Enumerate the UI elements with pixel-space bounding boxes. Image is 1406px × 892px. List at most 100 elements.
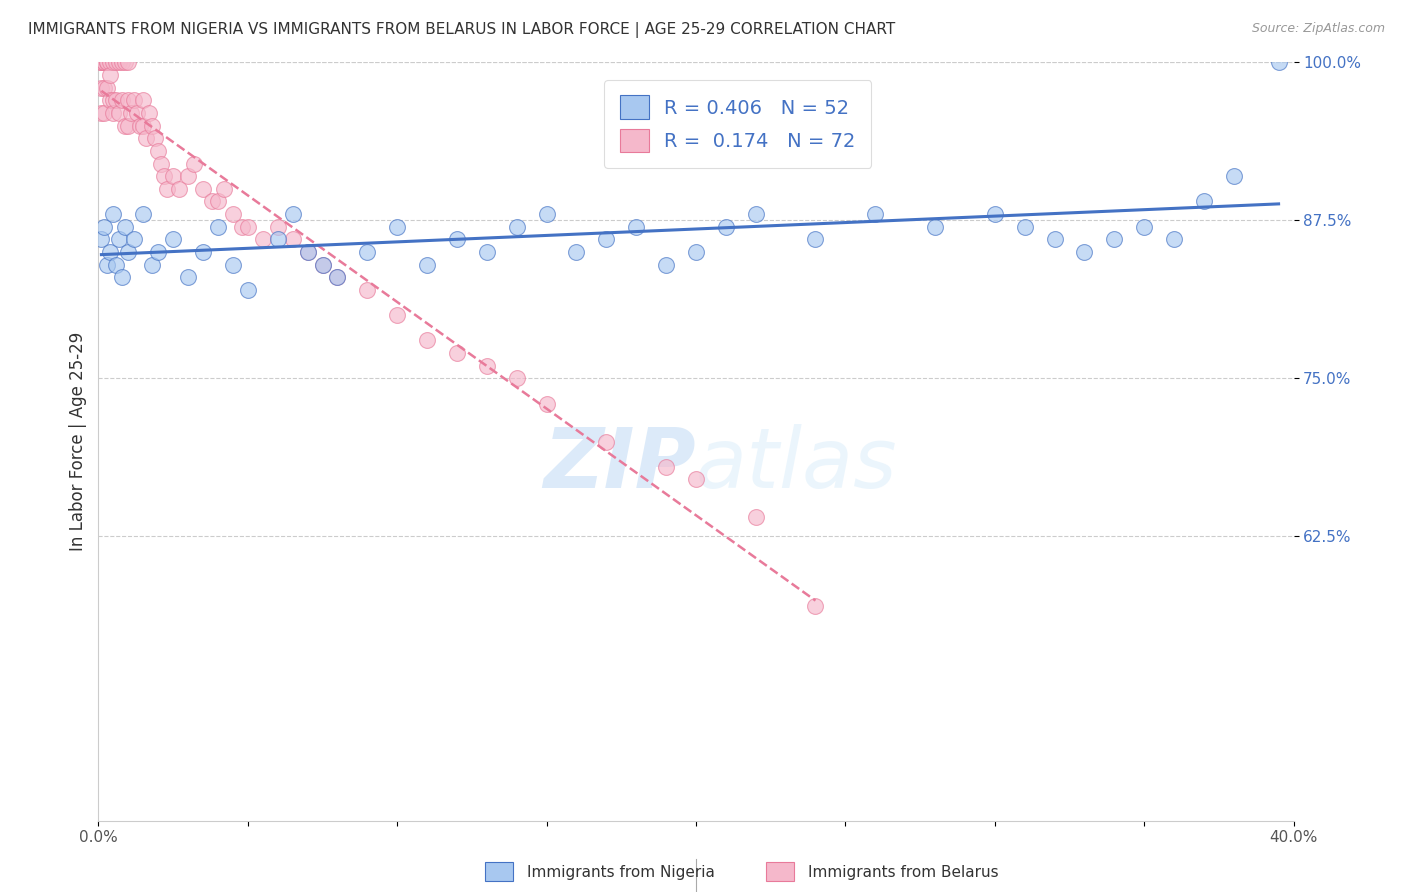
Point (416, 334, 439, 348)
Point (148, 144, 170, 158)
Point (183, 156, 205, 170)
Point (685, 473, 707, 487)
Point (297, 244, 319, 259)
Text: ZIP: ZIP (543, 424, 696, 505)
Point (111, 55, 134, 70)
Point (177, 169, 200, 184)
Point (138, 106, 160, 120)
Point (231, 219, 253, 234)
Point (191, 244, 214, 259)
Point (129, 119, 152, 133)
Point (685, 244, 707, 259)
Point (96, 55, 118, 70)
Point (141, 119, 163, 133)
Point (804, 599, 827, 613)
Point (655, 459, 678, 474)
Point (93, 80, 115, 95)
Point (207, 194, 229, 209)
Point (311, 258, 333, 272)
Text: atlas: atlas (696, 424, 897, 505)
Point (162, 232, 184, 246)
Point (326, 270, 349, 285)
Point (207, 219, 229, 234)
Point (1014, 219, 1036, 234)
Point (267, 219, 290, 234)
Point (108, 232, 131, 246)
Point (1267, 55, 1289, 70)
Point (103, 106, 125, 120)
Point (98, 68, 122, 82)
Point (93, 55, 115, 70)
Point (385, 219, 409, 234)
Point (117, 119, 139, 133)
Point (1223, 169, 1246, 184)
Point (167, 182, 190, 196)
Point (714, 219, 737, 234)
Point (108, 55, 131, 70)
Point (162, 169, 184, 184)
Point (148, 244, 170, 259)
Point (1192, 194, 1215, 209)
Point (745, 510, 768, 524)
Point (252, 232, 274, 246)
Point (156, 182, 179, 196)
Point (222, 258, 245, 272)
Point (132, 94, 155, 108)
Point (98, 55, 122, 70)
Point (90, 55, 112, 70)
Point (103, 55, 125, 70)
Point (536, 207, 558, 221)
Point (191, 182, 214, 196)
Point (326, 270, 349, 285)
Legend: R = 0.406   N = 52, R =  0.174   N = 72: R = 0.406 N = 52, R = 0.174 N = 72 (605, 79, 872, 168)
Point (111, 270, 134, 285)
Point (506, 371, 529, 385)
Point (924, 219, 946, 234)
Point (1163, 232, 1185, 246)
Point (865, 207, 887, 221)
Point (297, 244, 319, 259)
Point (446, 346, 468, 360)
Point (595, 434, 617, 449)
Point (103, 207, 125, 221)
Point (565, 244, 588, 259)
Point (236, 219, 259, 234)
Point (356, 283, 378, 297)
Point (132, 207, 155, 221)
Point (177, 270, 200, 285)
Text: IMMIGRANTS FROM NIGERIA VS IMMIGRANTS FROM BELARUS IN LABOR FORCE | AGE 25-29 CO: IMMIGRANTS FROM NIGERIA VS IMMIGRANTS FR… (28, 22, 896, 38)
Point (111, 94, 134, 108)
Point (96, 80, 118, 95)
Point (90, 106, 112, 120)
Point (96, 258, 118, 272)
Point (105, 258, 128, 272)
Point (150, 156, 173, 170)
Point (416, 258, 439, 272)
Point (105, 55, 128, 70)
Point (745, 207, 768, 221)
Point (124, 232, 146, 246)
Point (212, 182, 235, 196)
Point (153, 169, 176, 184)
Point (804, 232, 827, 246)
Point (267, 232, 290, 246)
Point (90, 55, 112, 70)
Point (311, 258, 333, 272)
Point (93, 55, 115, 70)
Text: Immigrants from Nigeria: Immigrants from Nigeria (527, 865, 716, 880)
Point (984, 207, 1007, 221)
Point (385, 308, 409, 322)
Point (281, 232, 304, 246)
Point (98, 244, 122, 259)
Point (236, 283, 259, 297)
Point (114, 55, 136, 70)
Point (93, 219, 115, 234)
Point (506, 219, 529, 234)
Y-axis label: In Labor Force | Age 25-29: In Labor Force | Age 25-29 (69, 332, 87, 551)
Point (114, 219, 136, 234)
Point (93, 106, 115, 120)
Point (108, 106, 131, 120)
Point (1073, 244, 1095, 259)
Point (201, 194, 224, 209)
Point (90, 232, 112, 246)
